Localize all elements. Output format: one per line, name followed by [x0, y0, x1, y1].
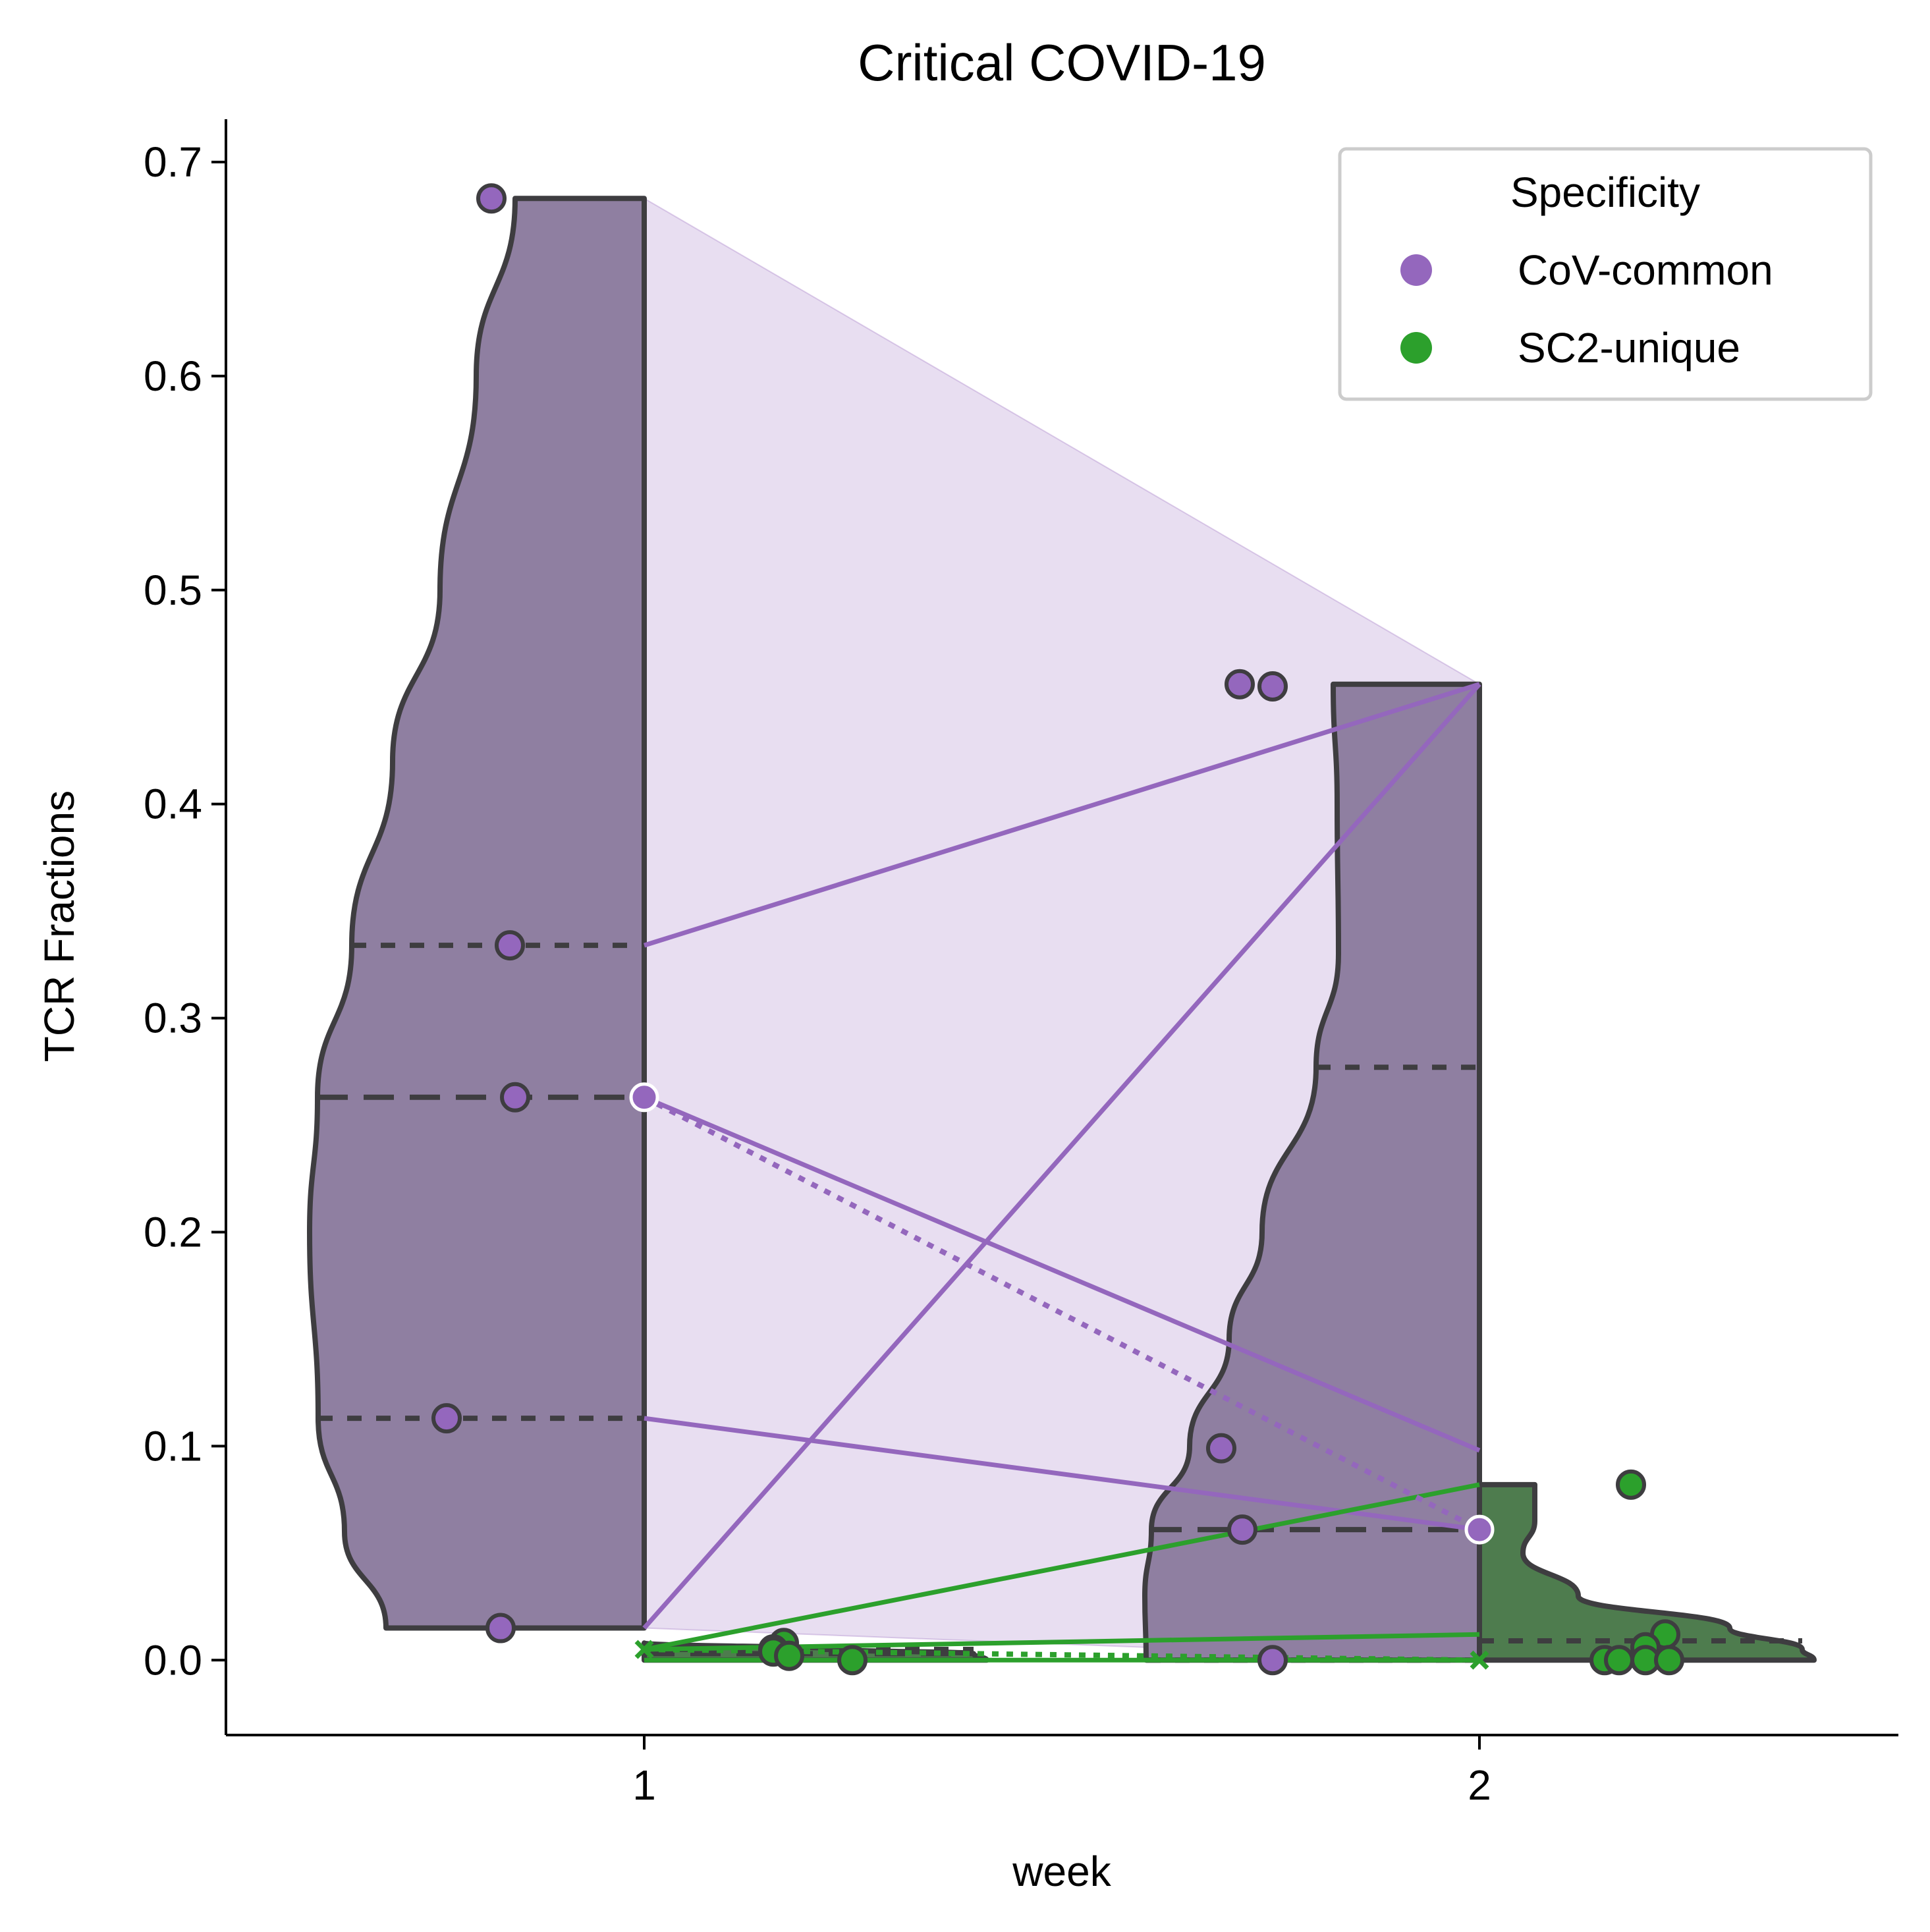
data-point: [837, 1645, 868, 1676]
data-point: [774, 1640, 804, 1671]
legend-title: Specificity: [1510, 169, 1700, 216]
data-point: [485, 1613, 516, 1643]
y-tick-label: 0.5: [144, 566, 202, 614]
mean-marker-stroke: [1470, 1650, 1489, 1670]
x-tick-label: 2: [1468, 1761, 1491, 1809]
data-point: [1257, 671, 1288, 702]
data-point: [431, 1403, 462, 1434]
violin-sc2-unique-week-2: [1477, 1481, 1817, 1663]
mean-marker: [1464, 1514, 1495, 1545]
mean-marker: [629, 1082, 659, 1113]
y-tick-label: 0.0: [144, 1636, 202, 1684]
legend-marker-sc2-unique: [1400, 332, 1432, 364]
legend-label-cov-common: CoV-common: [1518, 246, 1773, 294]
data-point: [476, 183, 507, 214]
connecting-line: [644, 1482, 1480, 1652]
data-point: [1616, 1469, 1646, 1500]
data-point: [1227, 1514, 1257, 1545]
legend-label-sc2-unique: SC2-unique: [1518, 324, 1740, 372]
legend-marker-cov-common: [1400, 254, 1432, 286]
mean-trend-line: [643, 1095, 1481, 1532]
mean-marker: [634, 1640, 654, 1659]
plot-area: 0.0 0.1 0.2 0.3 0.4 0.5 0.6 0.7 1 2: [144, 119, 1898, 1809]
connecting-line: [642, 682, 1481, 1630]
mean-trend-line: [644, 1647, 1480, 1663]
data-point: [500, 1082, 530, 1113]
y-axis-label: TCR Fractions: [36, 790, 83, 1063]
data-point: [1225, 669, 1255, 700]
legend: Specificity CoV-common SC2-unique: [1338, 147, 1873, 401]
y-tick-label: 0.4: [144, 781, 202, 828]
y-tick-label: 0.2: [144, 1208, 202, 1256]
data-point: [1604, 1645, 1634, 1676]
chart-title: Critical COVID-19: [858, 34, 1266, 92]
data-point: [495, 930, 525, 961]
data-point: [1257, 1645, 1288, 1676]
violin-cov-common-week-1: [307, 196, 647, 1631]
legend-box: [1338, 147, 1873, 401]
connecting-line: [643, 682, 1481, 948]
x-axis-label: week: [1012, 1848, 1111, 1895]
y-tick-label: 0.6: [144, 352, 202, 400]
data-point: [1206, 1433, 1236, 1464]
connecting-line: [643, 1095, 1481, 1453]
mean-marker: [1470, 1650, 1489, 1670]
y-tick-label: 0.3: [144, 995, 202, 1042]
y-tick-label: 0.7: [144, 138, 202, 186]
data-point: [1654, 1645, 1684, 1676]
mean-marker-stroke: [634, 1640, 654, 1659]
y-tick-label: 0.1: [144, 1422, 202, 1470]
x-tick-label: 1: [632, 1761, 656, 1809]
